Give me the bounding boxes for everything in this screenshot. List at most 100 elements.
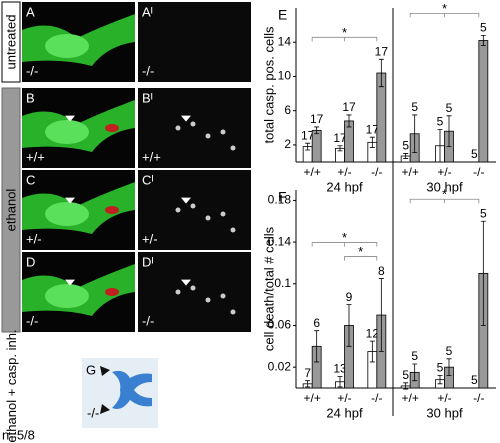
panel-label: D xyxy=(26,254,35,269)
n-count: n=5/8 xyxy=(2,427,35,442)
n-label: 17 xyxy=(333,131,347,145)
x-tick-label: +/- xyxy=(437,165,451,179)
error-bar xyxy=(437,129,443,163)
arrowhead xyxy=(65,197,75,204)
error-bar xyxy=(346,114,352,128)
significance-bracket xyxy=(409,12,480,18)
signal xyxy=(175,125,181,131)
error-bar xyxy=(346,304,352,347)
significance-bracket xyxy=(311,242,378,247)
x-tick-label: +/- xyxy=(437,391,451,405)
x-tick-label: +/- xyxy=(337,391,351,405)
y-tick-label: 0.02 xyxy=(268,359,292,373)
image xyxy=(82,358,158,428)
n-label: 13 xyxy=(333,362,347,376)
arrowhead xyxy=(100,366,110,414)
signal xyxy=(105,124,119,132)
n-label: 5 xyxy=(411,100,418,114)
genotype: +/+ xyxy=(142,149,161,164)
significance-bracket xyxy=(344,256,378,261)
n-label: 17 xyxy=(375,45,389,59)
x-tick-label: -/- xyxy=(473,165,484,179)
n-label: 5 xyxy=(411,349,418,363)
y-tick-label: 10 xyxy=(278,69,292,83)
error-bar xyxy=(369,136,375,148)
panel-label: B xyxy=(26,90,35,105)
error-bar xyxy=(446,358,452,376)
y-axis-label: total casp. pos. cells xyxy=(261,26,276,144)
y-axis-label: cell death/total # cells xyxy=(261,226,276,351)
error-bar xyxy=(337,376,343,388)
signal xyxy=(190,285,196,291)
significance-label: * xyxy=(342,230,347,245)
genotype: +/+ xyxy=(26,149,45,164)
y-tick-label: 2 xyxy=(284,137,291,151)
micrographs: A -/- Aᴵ -/- B +/+ Bᴵ +/+ C +/- Cᴵ +/- D -/- Dᴵ -/- xyxy=(22,2,251,332)
panel-label: Cᴵ xyxy=(142,172,154,187)
error-bar xyxy=(305,142,311,151)
panel-label: A xyxy=(26,4,35,19)
genotype: -/- xyxy=(142,313,154,328)
condition-label: ethanol + casp. inh. xyxy=(4,329,19,443)
n-label: 5 xyxy=(471,373,478,387)
error-bar xyxy=(437,375,443,385)
condition-wrap: ethanol + casp. inh. xyxy=(4,329,19,443)
genotype: -/- xyxy=(26,313,38,328)
error-bar xyxy=(378,278,384,352)
significance-label: * xyxy=(442,187,447,202)
y-tick-label: 0.14 xyxy=(268,234,292,248)
error-bar xyxy=(403,153,409,159)
error-bar xyxy=(337,145,343,152)
n-label: 6 xyxy=(313,316,320,330)
signal xyxy=(175,289,181,295)
group-label: 30 hpf xyxy=(426,179,463,194)
x-tick-label: +/- xyxy=(337,165,351,179)
y-tick-label: 0.1 xyxy=(274,276,291,290)
signal xyxy=(190,121,196,127)
error-bar xyxy=(305,380,311,388)
y-tick-label: 6 xyxy=(284,103,291,117)
genotype: +/- xyxy=(26,231,42,246)
significance-label: * xyxy=(442,1,447,16)
arrowhead xyxy=(181,115,191,122)
n-label: 5 xyxy=(480,21,487,35)
n-label: 12 xyxy=(366,326,380,340)
condition-label: ethanol xyxy=(3,189,18,232)
signal xyxy=(230,227,236,233)
x-tick-label: +/+ xyxy=(303,165,320,179)
signal xyxy=(205,297,211,303)
signal xyxy=(220,211,226,217)
tissue xyxy=(45,202,89,226)
error-bar xyxy=(369,340,375,363)
significance-label: * xyxy=(358,244,363,259)
y-tick-label: 0.18 xyxy=(268,193,292,207)
panel-label: C xyxy=(26,172,35,187)
x-tick-label: +/+ xyxy=(401,391,418,405)
error-bar xyxy=(446,115,452,147)
error-bar xyxy=(412,363,418,382)
bar xyxy=(311,129,322,163)
y-tick-label: 0.06 xyxy=(268,318,292,332)
n-label: 5 xyxy=(480,206,487,220)
tissue xyxy=(45,284,89,308)
x-tick-label: +/+ xyxy=(303,391,320,405)
image xyxy=(138,170,251,250)
cartilage xyxy=(112,370,152,409)
signal xyxy=(230,145,236,151)
n-label: 5 xyxy=(471,147,478,161)
tissue xyxy=(45,120,89,144)
genotype: -/- xyxy=(142,63,154,78)
image xyxy=(138,252,251,332)
significance-bracket xyxy=(409,198,480,204)
error-bar xyxy=(480,34,486,47)
n-label: 5 xyxy=(437,115,444,129)
n-label: 7 xyxy=(304,366,311,380)
genotype: -/- xyxy=(87,405,99,420)
error-bar xyxy=(314,330,320,363)
n-label: 8 xyxy=(378,264,385,278)
x-tick-label: -/- xyxy=(371,165,382,179)
panel-label: Aᴵ xyxy=(142,4,153,19)
error-bar xyxy=(480,220,486,326)
n-label: 5 xyxy=(446,344,453,358)
significance-label: * xyxy=(342,25,347,40)
